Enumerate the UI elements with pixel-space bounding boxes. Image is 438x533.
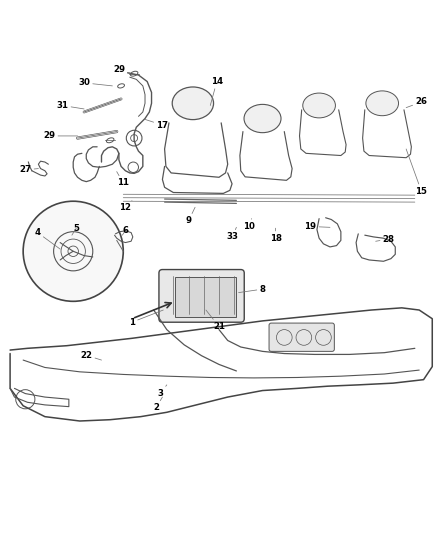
Text: 28: 28 [376, 235, 395, 244]
Text: 22: 22 [80, 351, 102, 360]
FancyBboxPatch shape [159, 270, 244, 322]
Text: 31: 31 [57, 101, 84, 110]
Text: 18: 18 [269, 228, 282, 243]
Text: 1: 1 [129, 310, 163, 327]
Text: 29: 29 [43, 132, 78, 140]
Text: 19: 19 [304, 222, 330, 231]
Ellipse shape [244, 104, 281, 133]
Text: 12: 12 [120, 200, 132, 212]
Text: 9: 9 [186, 207, 195, 225]
Text: 21: 21 [206, 310, 225, 331]
Text: 2: 2 [153, 397, 162, 413]
Text: 8: 8 [239, 285, 265, 294]
Text: 27: 27 [19, 165, 39, 174]
Bar [176, 277, 237, 317]
Text: 17: 17 [145, 119, 169, 130]
Text: 6: 6 [122, 226, 128, 235]
Text: 11: 11 [117, 172, 129, 188]
FancyBboxPatch shape [269, 323, 334, 351]
Ellipse shape [366, 91, 399, 116]
Text: 15: 15 [406, 149, 427, 196]
Text: 3: 3 [157, 385, 167, 398]
Text: 5: 5 [72, 224, 79, 235]
Ellipse shape [172, 87, 214, 119]
Text: 26: 26 [406, 98, 427, 108]
Text: 33: 33 [226, 228, 238, 241]
Text: 30: 30 [78, 78, 113, 87]
Text: 10: 10 [244, 219, 255, 231]
Text: 29: 29 [113, 65, 130, 74]
Text: 14: 14 [210, 77, 223, 106]
Ellipse shape [303, 93, 336, 118]
Text: 4: 4 [35, 228, 60, 249]
Circle shape [23, 201, 123, 301]
